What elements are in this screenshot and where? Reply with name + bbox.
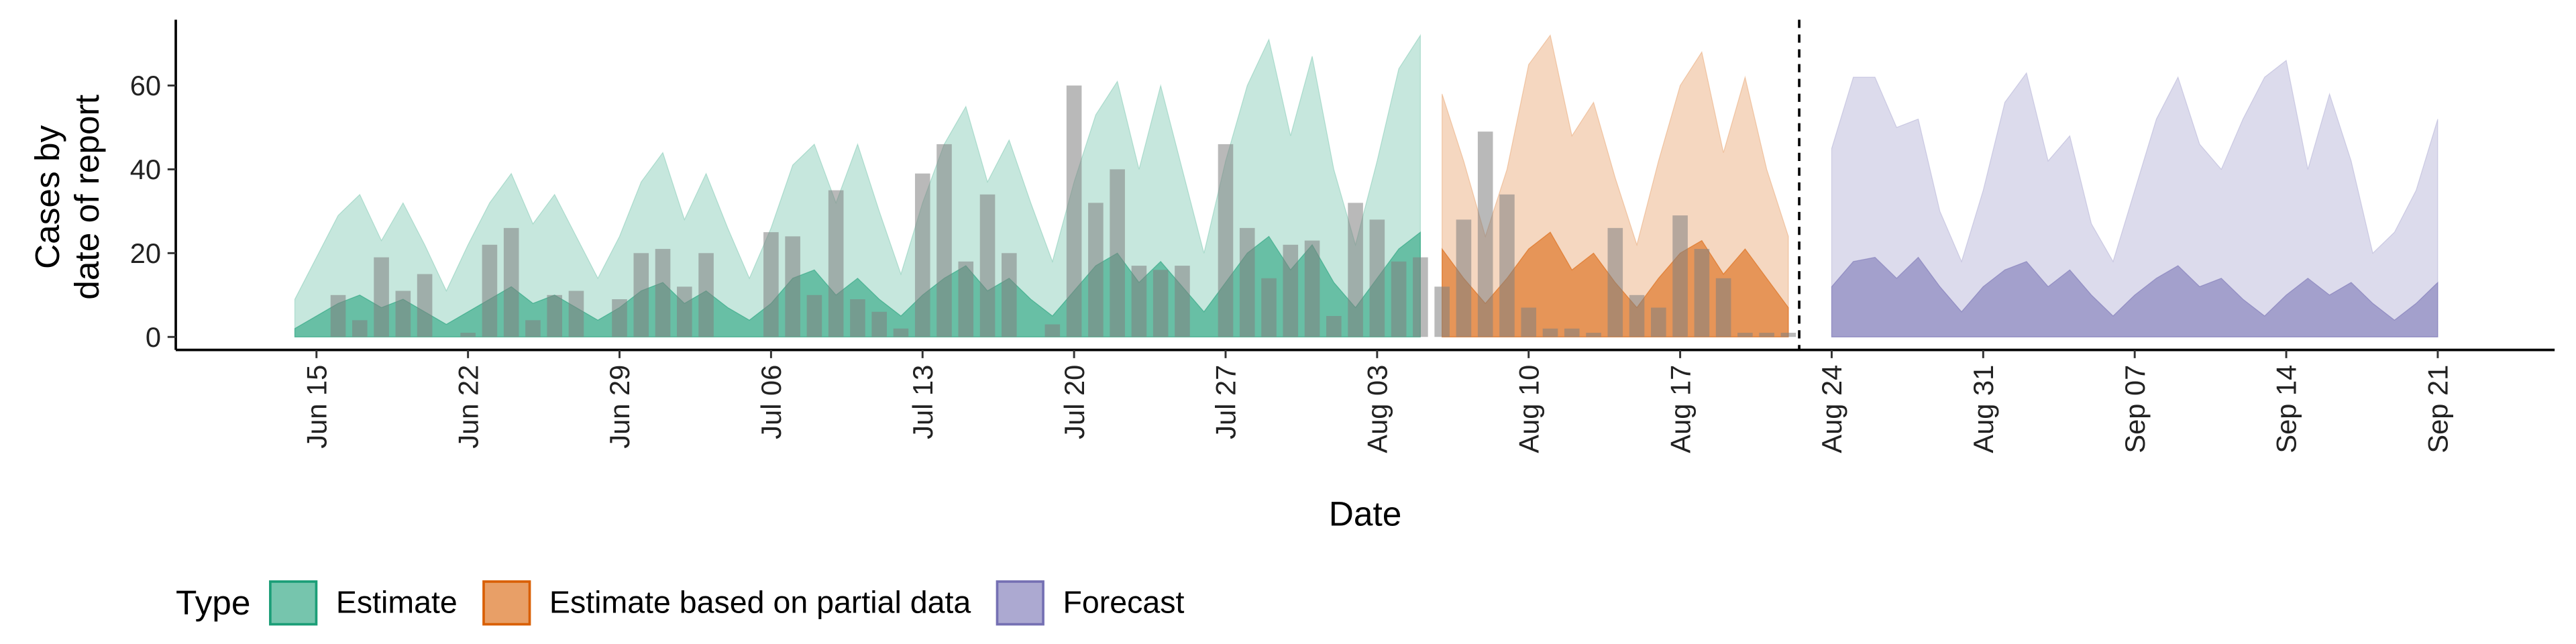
bar	[1759, 333, 1774, 337]
bar	[374, 257, 389, 337]
x-tick-label: Jul 20	[1059, 365, 1090, 439]
y-axis-title: date of report	[67, 95, 106, 300]
bar	[1304, 240, 1320, 337]
bar	[1542, 328, 1558, 337]
ribbon-upper	[294, 34, 1421, 337]
legend-key	[482, 580, 531, 626]
x-tick-label: Sep 07	[2119, 365, 2151, 453]
x-tick-label: Jul 13	[907, 365, 938, 439]
x-tick-label: Sep 21	[2422, 365, 2454, 453]
x-tick-label: Jun 29	[604, 365, 635, 449]
x-tick-label: Aug 17	[1664, 365, 1696, 453]
bar	[1175, 266, 1190, 337]
legend-label: Forecast	[1063, 584, 1184, 619]
x-axis-title: Date	[1329, 494, 1402, 533]
bar	[1564, 328, 1580, 337]
bar	[1629, 294, 1645, 337]
bar	[1326, 316, 1342, 337]
x-tick-label: Aug 31	[1968, 365, 1999, 453]
bar	[655, 249, 671, 337]
bar	[1002, 253, 1017, 337]
bar	[1737, 333, 1753, 337]
y-tick-label: 20	[130, 237, 161, 269]
bar	[482, 244, 498, 337]
bar	[1651, 307, 1666, 337]
bar	[979, 194, 996, 337]
bar	[1152, 270, 1169, 337]
bar	[1456, 219, 1472, 337]
bar	[1239, 227, 1255, 337]
bar	[525, 320, 541, 337]
legend-label: Estimate based on partial data	[549, 584, 971, 619]
bar	[914, 173, 930, 337]
bar	[1477, 131, 1493, 337]
bar	[547, 294, 563, 337]
ribbon-mid	[1831, 256, 2438, 337]
bar	[1694, 249, 1710, 337]
bar	[828, 190, 844, 337]
bar	[677, 286, 692, 337]
bar	[1413, 257, 1428, 337]
bar	[1391, 261, 1407, 337]
bar	[1369, 219, 1385, 337]
bar	[568, 290, 584, 337]
x-tick-label: Jun 22	[452, 365, 484, 449]
bar	[958, 261, 974, 337]
bar	[1780, 333, 1796, 337]
legend-key	[996, 580, 1044, 626]
bar	[395, 290, 411, 337]
ribbon-upper	[1831, 59, 2438, 337]
bar	[612, 299, 627, 337]
legend-label: Estimate	[336, 584, 458, 619]
bar	[1607, 227, 1623, 337]
bar	[1434, 286, 1450, 337]
bar	[698, 253, 714, 337]
bar	[330, 294, 346, 337]
bar	[1088, 203, 1104, 337]
x-tick-label: Sep 14	[2271, 365, 2302, 453]
bar	[763, 232, 779, 337]
y-axis-title: Cases by	[28, 125, 66, 269]
bar	[936, 144, 952, 337]
bar	[417, 274, 433, 337]
bar	[871, 311, 888, 337]
bar	[1715, 278, 1731, 337]
legend-title: Type	[176, 583, 250, 622]
legend-key	[269, 580, 318, 626]
x-tick-label: Aug 24	[1816, 365, 1847, 453]
bar	[1110, 169, 1125, 337]
bar	[1066, 85, 1082, 337]
bar	[1044, 324, 1061, 337]
bar	[1521, 307, 1537, 337]
bar	[1348, 203, 1363, 337]
bar	[1261, 278, 1277, 337]
y-tick-label: 0	[146, 321, 161, 353]
bar	[893, 328, 909, 337]
bar	[806, 294, 822, 337]
y-tick-label: 40	[130, 154, 161, 185]
bar	[1283, 244, 1299, 337]
x-tick-label: Aug 03	[1362, 365, 1393, 453]
x-tick-label: Aug 10	[1513, 365, 1544, 453]
bar	[850, 299, 865, 337]
y-tick-label: 60	[130, 70, 161, 101]
x-tick-label: Jun 15	[301, 365, 332, 449]
bar	[1218, 144, 1234, 337]
bar	[352, 320, 368, 337]
bar	[633, 253, 649, 337]
bar	[785, 236, 800, 337]
bar	[1586, 333, 1601, 337]
bar	[460, 333, 476, 337]
bar	[1672, 215, 1688, 337]
x-tick-label: Jul 06	[755, 365, 787, 439]
x-tick-label: Jul 27	[1210, 365, 1242, 439]
bar	[503, 227, 519, 337]
bar	[1499, 194, 1515, 337]
bar	[1131, 266, 1147, 337]
